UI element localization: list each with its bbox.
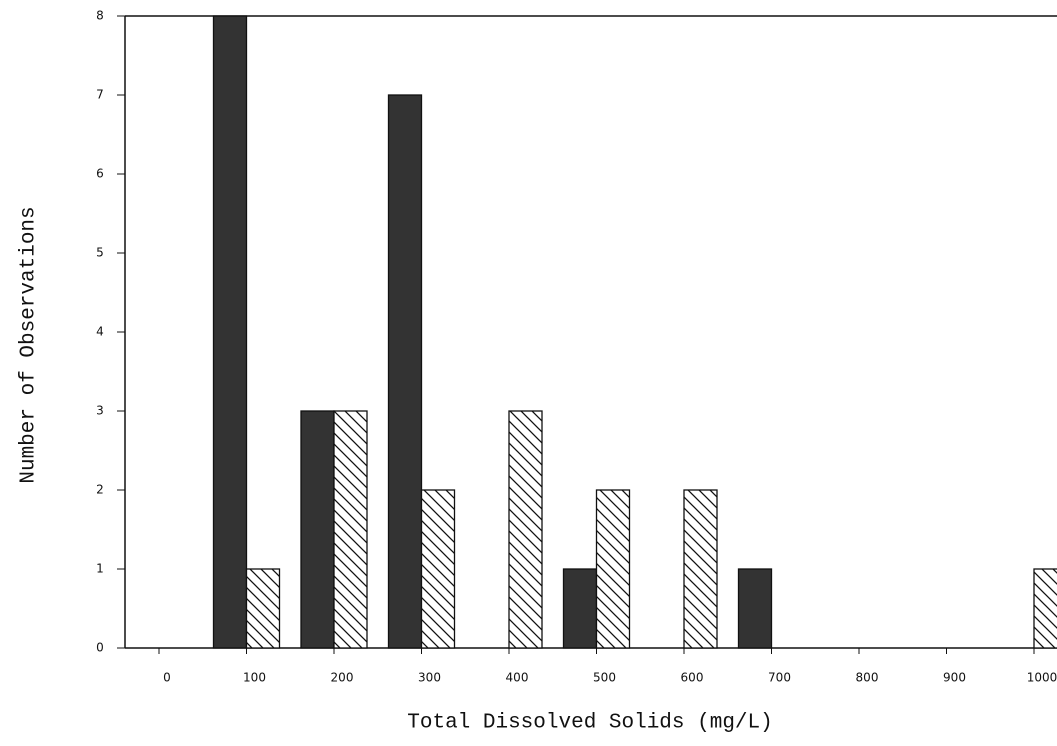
bar — [508, 410, 543, 649]
bar — [333, 410, 368, 649]
x-tick-label: 600 — [681, 671, 704, 685]
x-tick-label: 700 — [768, 671, 791, 685]
y-tick-label: 7 — [96, 88, 104, 102]
y-tick-label: 0 — [96, 641, 104, 655]
y-tick-label: 4 — [96, 325, 104, 339]
x-tick-label: 900 — [943, 671, 966, 685]
bar — [683, 489, 718, 649]
bar — [420, 489, 456, 649]
x-tick-label: 400 — [506, 671, 529, 685]
y-tick-label: 1 — [96, 562, 104, 576]
y-axis-label: Number of Observations — [18, 206, 41, 483]
x-tick-label: 300 — [418, 671, 441, 685]
x-tick-label: 200 — [331, 671, 354, 685]
bar — [1033, 568, 1057, 649]
x-tick-label: 1000 — [1027, 671, 1057, 685]
bar — [737, 568, 773, 649]
x-tick-label: 800 — [856, 671, 879, 685]
bar — [245, 568, 281, 649]
y-tick-label: 2 — [96, 483, 104, 497]
y-tick-label: 3 — [96, 404, 104, 418]
x-axis-label: Total Dissolved Solids (mg/L) — [407, 712, 772, 735]
y-tick-label: 8 — [96, 9, 104, 23]
x-tick-label: 0 — [163, 671, 171, 685]
x-tick-label: 500 — [593, 671, 616, 685]
y-tick-label: 6 — [96, 167, 104, 181]
bar — [387, 94, 423, 649]
bar — [212, 15, 248, 649]
bar — [300, 410, 335, 649]
x-tick-label: 100 — [243, 671, 266, 685]
y-tick-label: 5 — [96, 246, 104, 260]
bar — [562, 568, 598, 649]
bar — [595, 489, 631, 649]
